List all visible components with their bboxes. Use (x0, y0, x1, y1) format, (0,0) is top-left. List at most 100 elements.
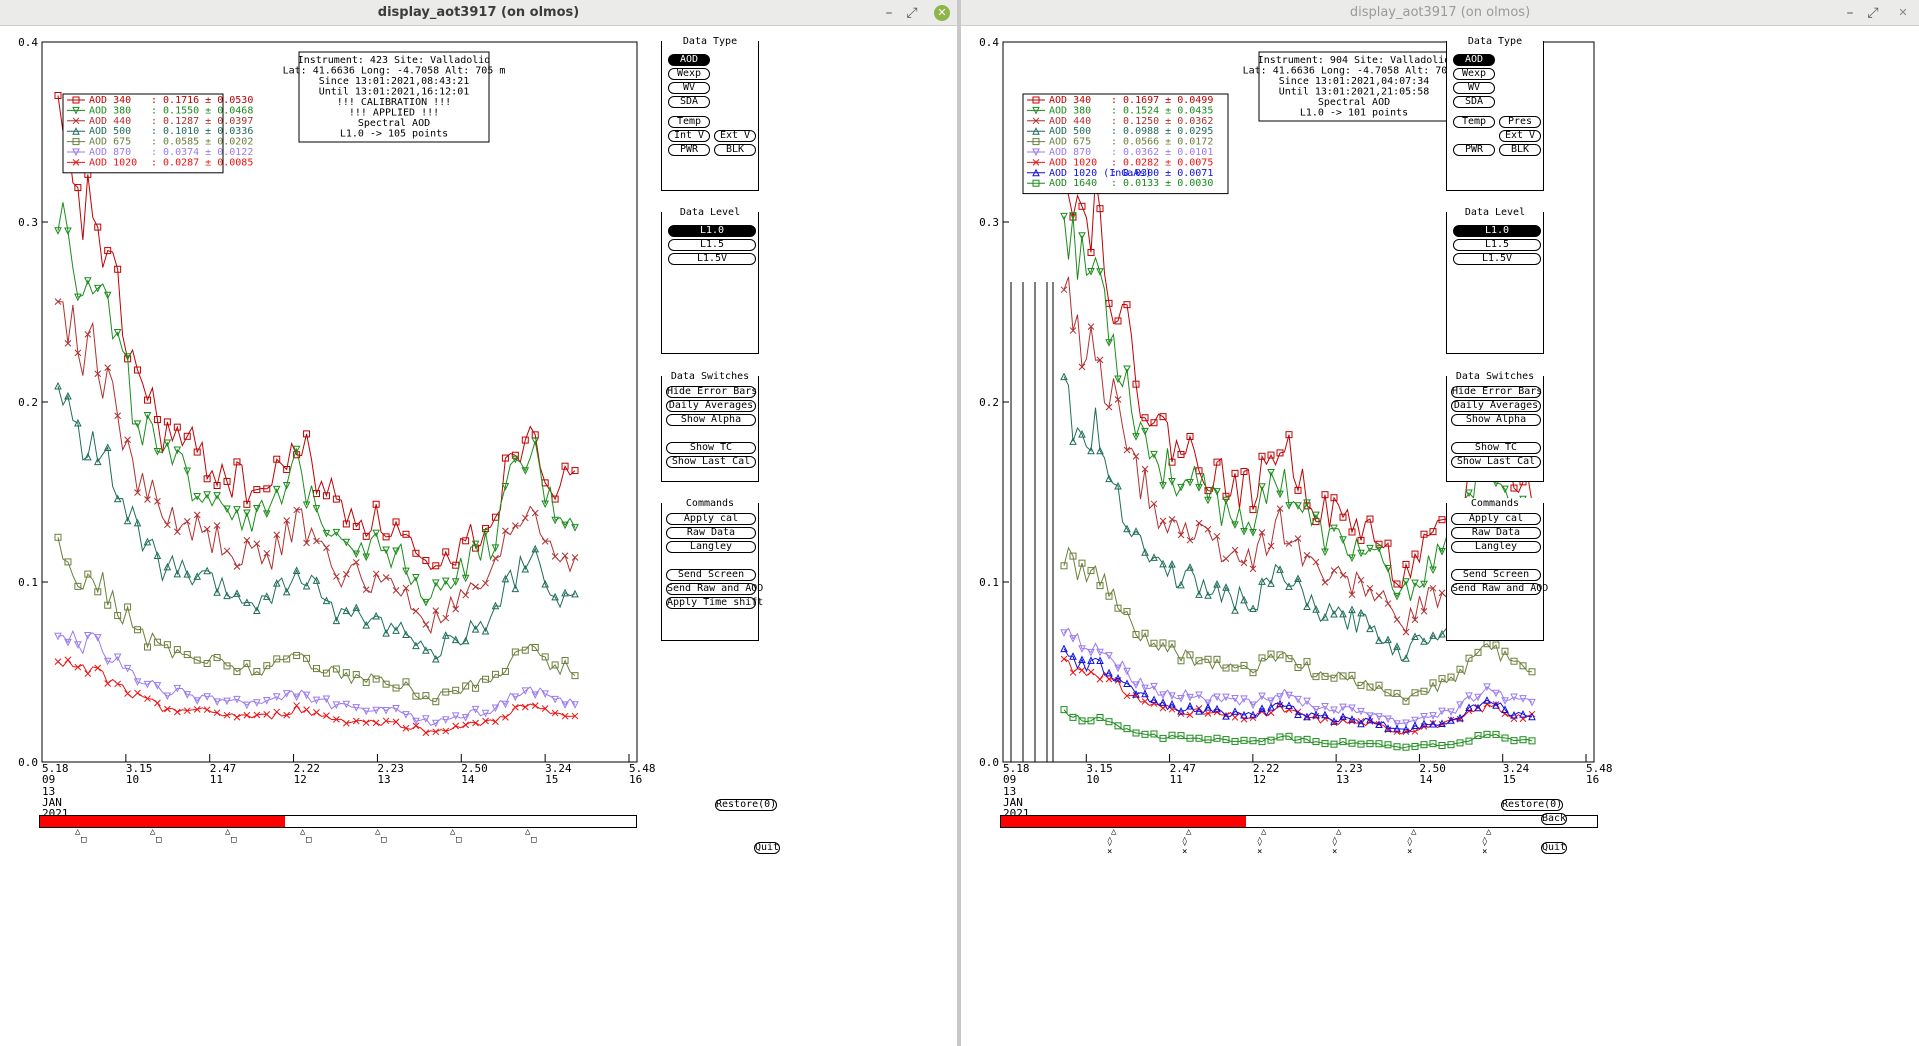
data-type-blk-button[interactable]: BLK (714, 144, 756, 156)
data-type-ext-v-button[interactable]: Ext V (1499, 130, 1541, 142)
minimize-icon[interactable]: – (1846, 5, 1854, 21)
data-level-l1-0-button[interactable]: L1.0 (668, 225, 756, 237)
data-point (1249, 710, 1257, 719)
data-point (1402, 628, 1410, 636)
data-point (392, 587, 400, 594)
data-point (1258, 692, 1266, 701)
data-point (1393, 743, 1401, 751)
triangle-marker-icon: △ (150, 827, 156, 837)
title-bar[interactable]: display_aot3917 (on olmos) – ⤢ ✕ (0, 0, 957, 26)
data-point (501, 483, 510, 491)
back-button[interactable]: Back (1541, 813, 1567, 825)
info-line: Until 13:01:2021,21:05:58 (1279, 87, 1430, 98)
data-type-wexp-button[interactable]: Wexp (1453, 68, 1495, 80)
quit-button[interactable]: Quit (1541, 842, 1567, 854)
langley-button[interactable]: Langley (666, 541, 756, 553)
data-point (183, 707, 191, 715)
data-point (133, 518, 142, 527)
hide-error-bars-button[interactable]: Hide Error Bars (1451, 386, 1543, 398)
minimize-icon[interactable]: – (885, 5, 893, 21)
raw-data-button[interactable]: Raw Data (666, 527, 756, 539)
time-progress-bar[interactable] (1000, 815, 1598, 828)
data-point (1294, 736, 1302, 744)
data-point (153, 448, 162, 456)
data-level-l1-0-button[interactable]: L1.0 (1453, 225, 1541, 237)
data-point (253, 711, 261, 719)
data-type-aod-button[interactable]: AOD (668, 54, 710, 66)
restore-button[interactable]: Restore(0) (715, 799, 777, 811)
data-point (1087, 567, 1095, 575)
data-level-title: Data Level (662, 207, 758, 219)
triangle-marker-icon: △ (300, 827, 306, 837)
data-point (1249, 737, 1257, 745)
commands-panel: Commands Apply cal Raw Data Langley Send Scr… (1446, 498, 1549, 641)
langley-button[interactable]: Langley (1451, 541, 1541, 553)
data-point (113, 329, 122, 337)
legend-label: AOD 500 (89, 126, 131, 137)
data-point (1420, 580, 1428, 589)
data-type-wv-button[interactable]: WV (668, 82, 710, 94)
send-raw-and-aod-button[interactable]: Send Raw and AOD (666, 583, 764, 595)
data-point (501, 574, 510, 583)
send-screen-button[interactable]: Send Screen (666, 569, 756, 581)
send-raw-and-aod-button[interactable]: Send Raw and AOD (1451, 583, 1549, 595)
data-point (1393, 720, 1401, 728)
data-type-ext-v-button[interactable]: Ext V (714, 130, 756, 142)
data-point (561, 712, 569, 720)
restore-button[interactable]: Restore(0) (1501, 799, 1563, 811)
data-type-sda-button[interactable]: SDA (1453, 96, 1495, 108)
data-point (293, 702, 300, 709)
maximize-icon[interactable]: ⤢ (1867, 5, 1879, 21)
series-aod-1020-ingaas- (1060, 644, 1536, 733)
triangle-marker-icon: △ (450, 827, 456, 837)
data-level-l1-5-button[interactable]: L1.5 (668, 239, 756, 251)
close-icon[interactable]: ✕ (1898, 6, 1908, 19)
data-type-pwr-button[interactable]: PWR (668, 144, 710, 156)
x-tick-time: 3.24 (1503, 762, 1530, 775)
data-level-l1-5v-button[interactable]: L1.5V (668, 253, 756, 265)
hide-error-bars-button[interactable]: Hide Error Bars (666, 386, 758, 398)
apply-time-shift-button[interactable]: Apply Time shift (666, 597, 764, 609)
time-progress-bar[interactable] (39, 815, 637, 828)
send-screen-button[interactable]: Send Screen (1451, 569, 1541, 581)
data-type-blk-button[interactable]: BLK (1499, 144, 1541, 156)
legend-value: : 0.0374 ± 0.0122 (151, 147, 253, 158)
daily-averages-button[interactable]: Daily Averages (1451, 400, 1541, 412)
data-type-pres-button[interactable]: Pres (1499, 116, 1541, 128)
apply-cal-button[interactable]: Apply cal (666, 513, 756, 525)
show-last-cal-button[interactable]: Show Last Cal (1451, 456, 1541, 468)
data-point (124, 603, 132, 611)
data-point (1447, 716, 1455, 724)
data-type-sda-button[interactable]: SDA (668, 96, 710, 108)
data-point (561, 657, 569, 665)
quit-button[interactable]: Quit (754, 842, 780, 854)
data-level-l1-5-button[interactable]: L1.5 (1453, 239, 1541, 251)
data-point (1465, 654, 1473, 662)
data-type-int-v-button[interactable]: Int V (668, 130, 710, 142)
data-type-temp-button[interactable]: Temp (668, 116, 710, 128)
show-tc-button[interactable]: Show TC (666, 442, 756, 454)
apply-cal-button[interactable]: Apply cal (1451, 513, 1541, 525)
show-tc-button[interactable]: Show TC (1451, 442, 1541, 454)
data-type-wexp-button[interactable]: Wexp (668, 68, 710, 80)
show-alpha-button[interactable]: Show Alpha (666, 414, 756, 426)
data-point (283, 655, 291, 663)
data-type-wv-button[interactable]: WV (1453, 82, 1495, 94)
title-bar[interactable]: display_aot3917 (on olmos) – ⤢ ✕ (961, 0, 1919, 26)
raw-data-button[interactable]: Raw Data (1451, 527, 1541, 539)
data-type-pwr-button[interactable]: PWR (1453, 144, 1495, 156)
show-alpha-button[interactable]: Show Alpha (1451, 414, 1541, 426)
data-point (1150, 553, 1158, 561)
daily-averages-button[interactable]: Daily Averages (666, 400, 756, 412)
data-level-l1-5v-button[interactable]: L1.5V (1453, 253, 1541, 265)
data-point (173, 684, 182, 693)
show-last-cal-button[interactable]: Show Last Cal (666, 456, 756, 468)
data-point (442, 688, 450, 696)
data-type-aod-button[interactable]: AOD (1453, 54, 1495, 66)
data-point (1339, 672, 1347, 680)
close-icon[interactable]: ✕ (934, 5, 950, 21)
data-type-temp-button[interactable]: Temp (1453, 116, 1495, 128)
maximize-icon[interactable]: ⤢ (906, 5, 918, 21)
